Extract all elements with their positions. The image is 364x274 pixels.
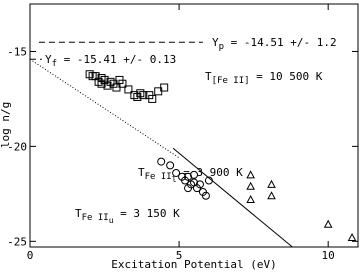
annotation-rest: = 3 150 K — [114, 207, 181, 220]
point — [118, 79, 127, 88]
y-tick-label: -20 — [7, 140, 27, 153]
annotation: TFe IIl = 3 900 K — [138, 166, 243, 184]
annotation-rest: = 3 900 K — [177, 166, 244, 179]
point — [201, 191, 210, 200]
annotation-rest: = -15.41 +/- 0.13 — [57, 53, 176, 66]
plot-frame — [29, 3, 359, 248]
point — [85, 70, 94, 79]
annotation-base: T — [138, 166, 145, 179]
annotation: TFe IIu = 3 150 K — [75, 207, 180, 225]
annotation-base: T — [205, 70, 212, 83]
series — [157, 157, 213, 200]
y-tick-label: -15 — [7, 45, 27, 58]
annotation-rest: = -14.51 +/- 1.2 — [224, 36, 337, 49]
point — [136, 89, 145, 98]
point — [157, 157, 166, 166]
point — [91, 72, 100, 81]
annotation-subsub: u — [109, 216, 114, 225]
x-axis-label: Excitation Potential (eV) — [111, 258, 277, 271]
point — [148, 94, 157, 103]
series — [85, 70, 169, 103]
point — [124, 85, 133, 94]
annotation-sub: p — [219, 42, 224, 52]
point — [166, 161, 175, 170]
annotation-subsub: l — [172, 175, 177, 184]
point — [160, 83, 169, 92]
point — [195, 180, 204, 189]
point — [267, 179, 276, 188]
point — [172, 168, 181, 177]
annotation-sub: Fe II — [145, 172, 172, 182]
x-tick-label: 5 — [176, 249, 183, 262]
point — [139, 91, 148, 100]
fit-line — [172, 147, 293, 248]
point — [100, 75, 109, 84]
annotation-sub: [Fe II] — [212, 76, 250, 86]
x-tick-label: 10 — [322, 249, 335, 262]
annotation: Yp = -14.51 +/- 1.2 — [212, 36, 337, 52]
y-axis-label: log n/g — [0, 102, 12, 148]
point — [323, 219, 333, 228]
fit-line — [29, 58, 180, 159]
point — [184, 172, 193, 181]
y-tick-label: -25 — [7, 235, 27, 248]
annotation-base: Y — [45, 53, 52, 66]
point — [106, 77, 115, 86]
point — [246, 181, 255, 190]
annotation-sub: f — [52, 59, 57, 69]
point — [97, 74, 106, 83]
annotation: Yf = -15.41 +/- 0.13 — [45, 53, 176, 69]
annotation-base: T — [75, 207, 82, 220]
annotation-rest: = 10 500 K — [250, 70, 323, 83]
point — [246, 170, 255, 179]
point — [267, 191, 276, 200]
annotation: T[Fe II] = 10 500 K — [205, 70, 323, 86]
point — [190, 170, 198, 179]
point — [130, 91, 139, 100]
x-tick-label: 0 — [27, 249, 34, 262]
point — [347, 232, 357, 242]
annotation-sub: Fe II — [82, 213, 109, 223]
annotation-base: Y — [212, 36, 219, 49]
point — [204, 176, 213, 185]
point — [246, 194, 255, 204]
series — [246, 170, 357, 242]
